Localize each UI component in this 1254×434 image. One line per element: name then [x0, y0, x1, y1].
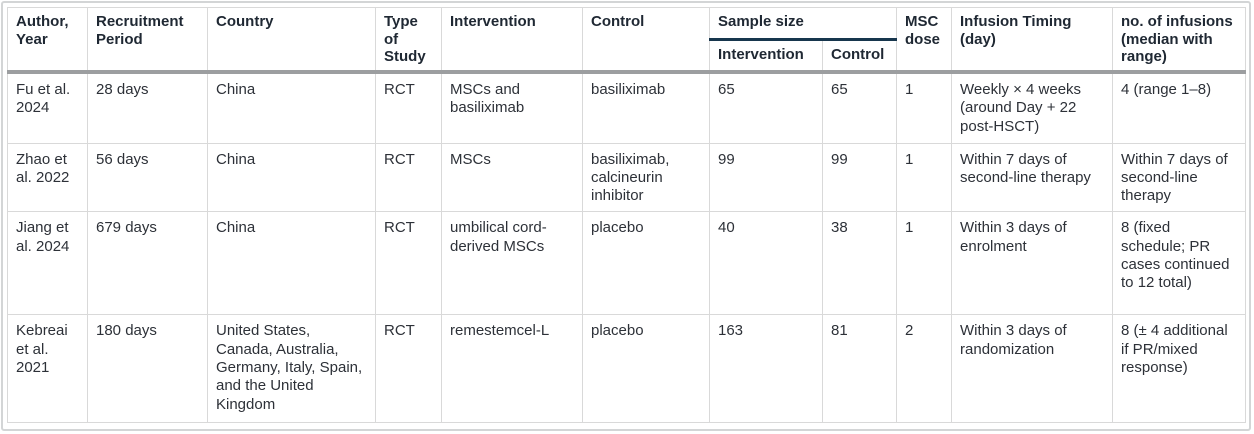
table-header: Author, Year Recruitment Period Country …	[7, 6, 1247, 75]
col-header-msc-dose: MSC dose	[896, 7, 953, 75]
cell-infusion-timing: Within 3 days of randomization	[951, 314, 1114, 424]
cell-control: placebo	[582, 211, 710, 316]
cell-intervention: MSCs	[441, 142, 583, 213]
table-row: Fu et al. 2024 28 days China RCT MSCs an…	[7, 71, 1247, 144]
cell-sample-control: 38	[821, 211, 898, 316]
cell-msc-dose: 2	[896, 314, 953, 424]
col-header-recruitment-period: Recruitment Period	[87, 7, 208, 75]
header-row-sample-size-sub: Intervention Control	[8, 39, 1246, 75]
cell-infusion-timing: Within 3 days of enrolment	[951, 211, 1114, 316]
table-row: Zhao et al. 2022 56 days China RCT MSCs …	[7, 142, 1247, 213]
cell-msc-dose: 1	[896, 71, 953, 144]
cell-intervention: MSCs and basiliximab	[441, 71, 583, 144]
cell-intervention: remestemcel-L	[441, 314, 583, 424]
cell-recruitment-period: 28 days	[87, 71, 208, 144]
cell-type-of-study: RCT	[375, 71, 442, 144]
cell-author-year: Kebreai et al. 2021	[7, 314, 88, 424]
col-header-intervention: Intervention	[441, 7, 583, 75]
cell-control: placebo	[582, 314, 710, 424]
cell-control: basiliximab, calcineurin inhibitor	[582, 142, 710, 213]
cell-author-year: Jiang et al. 2024	[7, 211, 88, 316]
table-body: Fu et al. 2024 28 days China RCT MSCs an…	[7, 71, 1247, 424]
cell-recruitment-period: 679 days	[87, 211, 208, 316]
cell-no-of-infusions: 4 (range 1–8)	[1112, 71, 1247, 144]
col-header-infusion-timing: Infusion Timing (day)	[951, 7, 1114, 75]
table-row: Jiang et al. 2024 679 days China RCT umb…	[7, 211, 1247, 316]
cell-control: basiliximab	[582, 71, 710, 144]
cell-msc-dose: 1	[896, 211, 953, 316]
cell-author-year: Zhao et al. 2022	[7, 142, 88, 213]
table-row: Kebreai et al. 2021 180 days United Stat…	[7, 314, 1247, 424]
cell-country: China	[207, 211, 376, 316]
cell-country: United States, Canada, Australia, German…	[207, 314, 376, 424]
study-characteristics-table: Author, Year Recruitment Period Country …	[7, 6, 1247, 424]
cell-sample-intervention: 65	[709, 71, 823, 144]
cell-infusion-timing: Within 7 days of second-line therapy	[951, 142, 1114, 213]
cell-no-of-infusions: Within 7 days of second-line therapy	[1112, 142, 1247, 213]
col-header-sample-intervention: Intervention	[709, 39, 823, 75]
cell-msc-dose: 1	[896, 142, 953, 213]
cell-sample-control: 99	[821, 142, 898, 213]
cell-intervention: umbilical cord-derived MSCs	[441, 211, 583, 316]
cell-infusion-timing: Weekly × 4 weeks (around Day + 22 post-H…	[951, 71, 1114, 144]
col-header-sample-size-group: Sample size	[708, 6, 898, 42]
col-header-author-year: Author, Year	[7, 7, 88, 75]
cell-no-of-infusions: 8 (± 4 additional if PR/mixed response)	[1112, 314, 1247, 424]
cell-type-of-study: RCT	[375, 314, 442, 424]
cell-sample-control: 81	[821, 314, 898, 424]
col-header-sample-control: Control	[821, 39, 898, 75]
cell-recruitment-period: 56 days	[87, 142, 208, 213]
cell-country: China	[207, 71, 376, 144]
cell-type-of-study: RCT	[375, 142, 442, 213]
col-header-control: Control	[582, 7, 710, 75]
cell-sample-intervention: 40	[709, 211, 823, 316]
cell-sample-control: 65	[821, 71, 898, 144]
col-header-country: Country	[207, 7, 376, 75]
cell-author-year: Fu et al. 2024	[7, 71, 88, 144]
cell-country: China	[207, 142, 376, 213]
cell-sample-intervention: 99	[709, 142, 823, 213]
cell-recruitment-period: 180 days	[87, 314, 208, 424]
cell-no-of-infusions: 8 (fixed schedule; PR cases continued to…	[1112, 211, 1247, 316]
cell-type-of-study: RCT	[375, 211, 442, 316]
col-header-type-of-study: Type of Study	[375, 7, 442, 75]
col-header-no-of-infusions: no. of infusions (median with range)	[1112, 7, 1247, 75]
cell-sample-intervention: 163	[709, 314, 823, 424]
header-row-main: Author, Year Recruitment Period Country …	[7, 6, 1247, 75]
